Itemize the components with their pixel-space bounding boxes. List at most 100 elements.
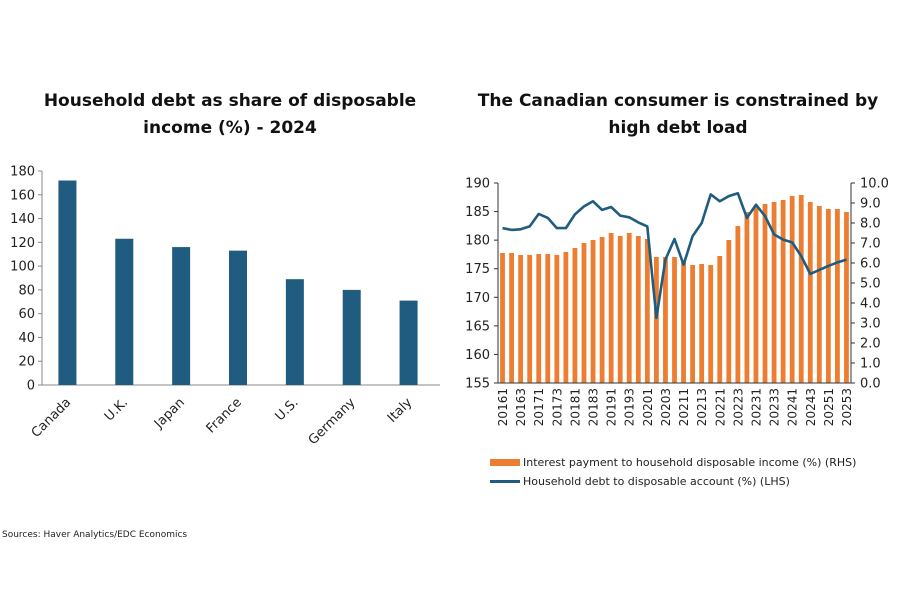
x-tick-label: 20193: [623, 388, 637, 426]
lhs-tick-label: 165: [465, 319, 490, 334]
lhs-tick-label: 155: [465, 377, 490, 392]
x-tick-label: 20221: [713, 388, 727, 426]
left-x-tick-label: Italy: [385, 395, 416, 426]
x-tick-label: 20211: [677, 388, 691, 426]
bar-us: [285, 279, 304, 385]
interest-bar-20183: [590, 240, 596, 383]
lhs-tick-label: 160: [465, 348, 490, 363]
interest-bar-20162: [509, 253, 514, 383]
rhs-tick-label: 5.0: [860, 277, 881, 292]
interest-bar-20251: [825, 209, 831, 383]
left-x-tick-label: France: [204, 395, 245, 436]
x-tick-label: 20253: [840, 388, 854, 426]
x-tick-label: 20181: [568, 388, 582, 426]
lhs-tick-label: 190: [465, 177, 490, 192]
left-y-tick-label: 140: [10, 212, 35, 227]
interest-bar-20253: [844, 212, 849, 383]
interest-bar-20203: [663, 257, 668, 383]
interest-bar-20231: [753, 207, 759, 383]
interest-bar-20192: [617, 236, 623, 383]
rhs-tick-label: 6.0: [860, 257, 881, 272]
legend-item-interest: Interest payment to household disposable…: [490, 456, 856, 469]
left-x-tick-label: Japan: [151, 395, 188, 432]
x-tick-label: 20241: [786, 388, 800, 426]
legend-swatch-line: [490, 480, 520, 483]
left-y-tick-label: 120: [10, 236, 35, 251]
rhs-tick-label: 0.0: [860, 377, 881, 392]
bar-canada: [58, 180, 77, 385]
interest-bar-20173: [554, 255, 560, 383]
lhs-tick-label: 180: [465, 234, 490, 249]
bar-italy: [399, 300, 418, 385]
x-tick-label: 20173: [550, 388, 564, 426]
legend-label-interest: Interest payment to household disposable…: [523, 456, 857, 469]
rhs-tick-label: 2.0: [860, 337, 881, 352]
right-title-line-1: The Canadian consumer is constrained by: [477, 91, 879, 111]
left-y-tick-label: 20: [18, 355, 35, 370]
left-title-line-1: Household debt as share of disposable: [43, 91, 417, 111]
interest-bar-20201: [644, 239, 650, 383]
interest-bar-20244: [816, 206, 822, 383]
interest-bar-20181: [572, 248, 578, 383]
bar-japan: [172, 247, 191, 385]
legend-item-debt: Household debt to disposable account (%)…: [490, 475, 790, 488]
interest-bar-20161: [500, 253, 505, 383]
interest-bar-20222: [726, 240, 732, 383]
source-note: Sources: Haver Analytics/EDC Economics: [2, 530, 188, 540]
interest-bar-20221: [717, 256, 723, 383]
interest-bar-20191: [608, 233, 614, 383]
rhs-tick-label: 7.0: [860, 237, 881, 252]
left-y-tick-label: 0: [27, 379, 35, 394]
x-tick-label: 20223: [731, 388, 745, 426]
interest-bar-20242: [798, 195, 804, 383]
x-tick-label: 20243: [804, 388, 818, 426]
left-y-tick-label: 60: [18, 307, 35, 322]
left-y-tick-label: 80: [18, 283, 35, 298]
interest-bar-20233: [771, 202, 777, 383]
interest-bar-20224: [744, 212, 750, 383]
rhs-tick-label: 9.0: [860, 197, 881, 212]
interest-bar-20252: [835, 209, 840, 383]
x-tick-label: 20203: [659, 388, 673, 426]
interest-bar-20212: [690, 265, 696, 383]
x-tick-label: 20163: [514, 388, 528, 426]
x-tick-label: 20171: [532, 388, 546, 426]
interest-bar-20163: [518, 255, 524, 383]
interest-bar-20184: [599, 237, 605, 383]
interest-bar-20174: [563, 252, 569, 383]
bar-germany: [342, 289, 361, 385]
bar-uk: [115, 238, 134, 385]
rhs-tick-label: 3.0: [860, 317, 881, 332]
rhs-tick-label: 1.0: [860, 357, 881, 372]
right-title-line-2: high debt load: [608, 118, 748, 138]
left-y-tick-label: 40: [18, 331, 35, 346]
bar-france: [229, 250, 247, 385]
left-x-tick-label: U.K.: [102, 395, 131, 424]
left-title-line-2: income (%) - 2024: [143, 118, 317, 138]
rhs-tick-label: 10.0: [860, 177, 889, 192]
lhs-tick-label: 185: [465, 205, 490, 220]
left-y-tick-label: 160: [10, 188, 35, 203]
left-x-tick-label: U.S.: [273, 395, 302, 424]
left-x-tick-label: Canada: [29, 395, 75, 441]
interest-bar-20223: [735, 226, 741, 383]
left-chart-title: Household debt as share of disposable in…: [30, 88, 430, 142]
interest-bar-20232: [762, 204, 768, 383]
interest-bar-20164: [527, 255, 533, 383]
interest-bar-20213: [699, 264, 705, 383]
interest-bar-20193: [626, 233, 632, 383]
interest-bar-20182: [581, 243, 587, 383]
x-tick-label: 20231: [749, 388, 763, 426]
interest-bar-20194: [635, 236, 641, 383]
interest-bar-20204: [672, 257, 677, 383]
interest-bar-20243: [807, 202, 813, 383]
x-tick-label: 20251: [822, 388, 836, 426]
x-tick-label: 20161: [496, 388, 510, 426]
lhs-tick-label: 170: [465, 291, 490, 306]
legend-swatch-bar: [490, 459, 520, 466]
rhs-tick-label: 4.0: [860, 297, 881, 312]
interest-bar-20241: [789, 196, 795, 383]
interest-bar-20214: [708, 265, 714, 383]
x-tick-label: 20191: [605, 388, 619, 426]
